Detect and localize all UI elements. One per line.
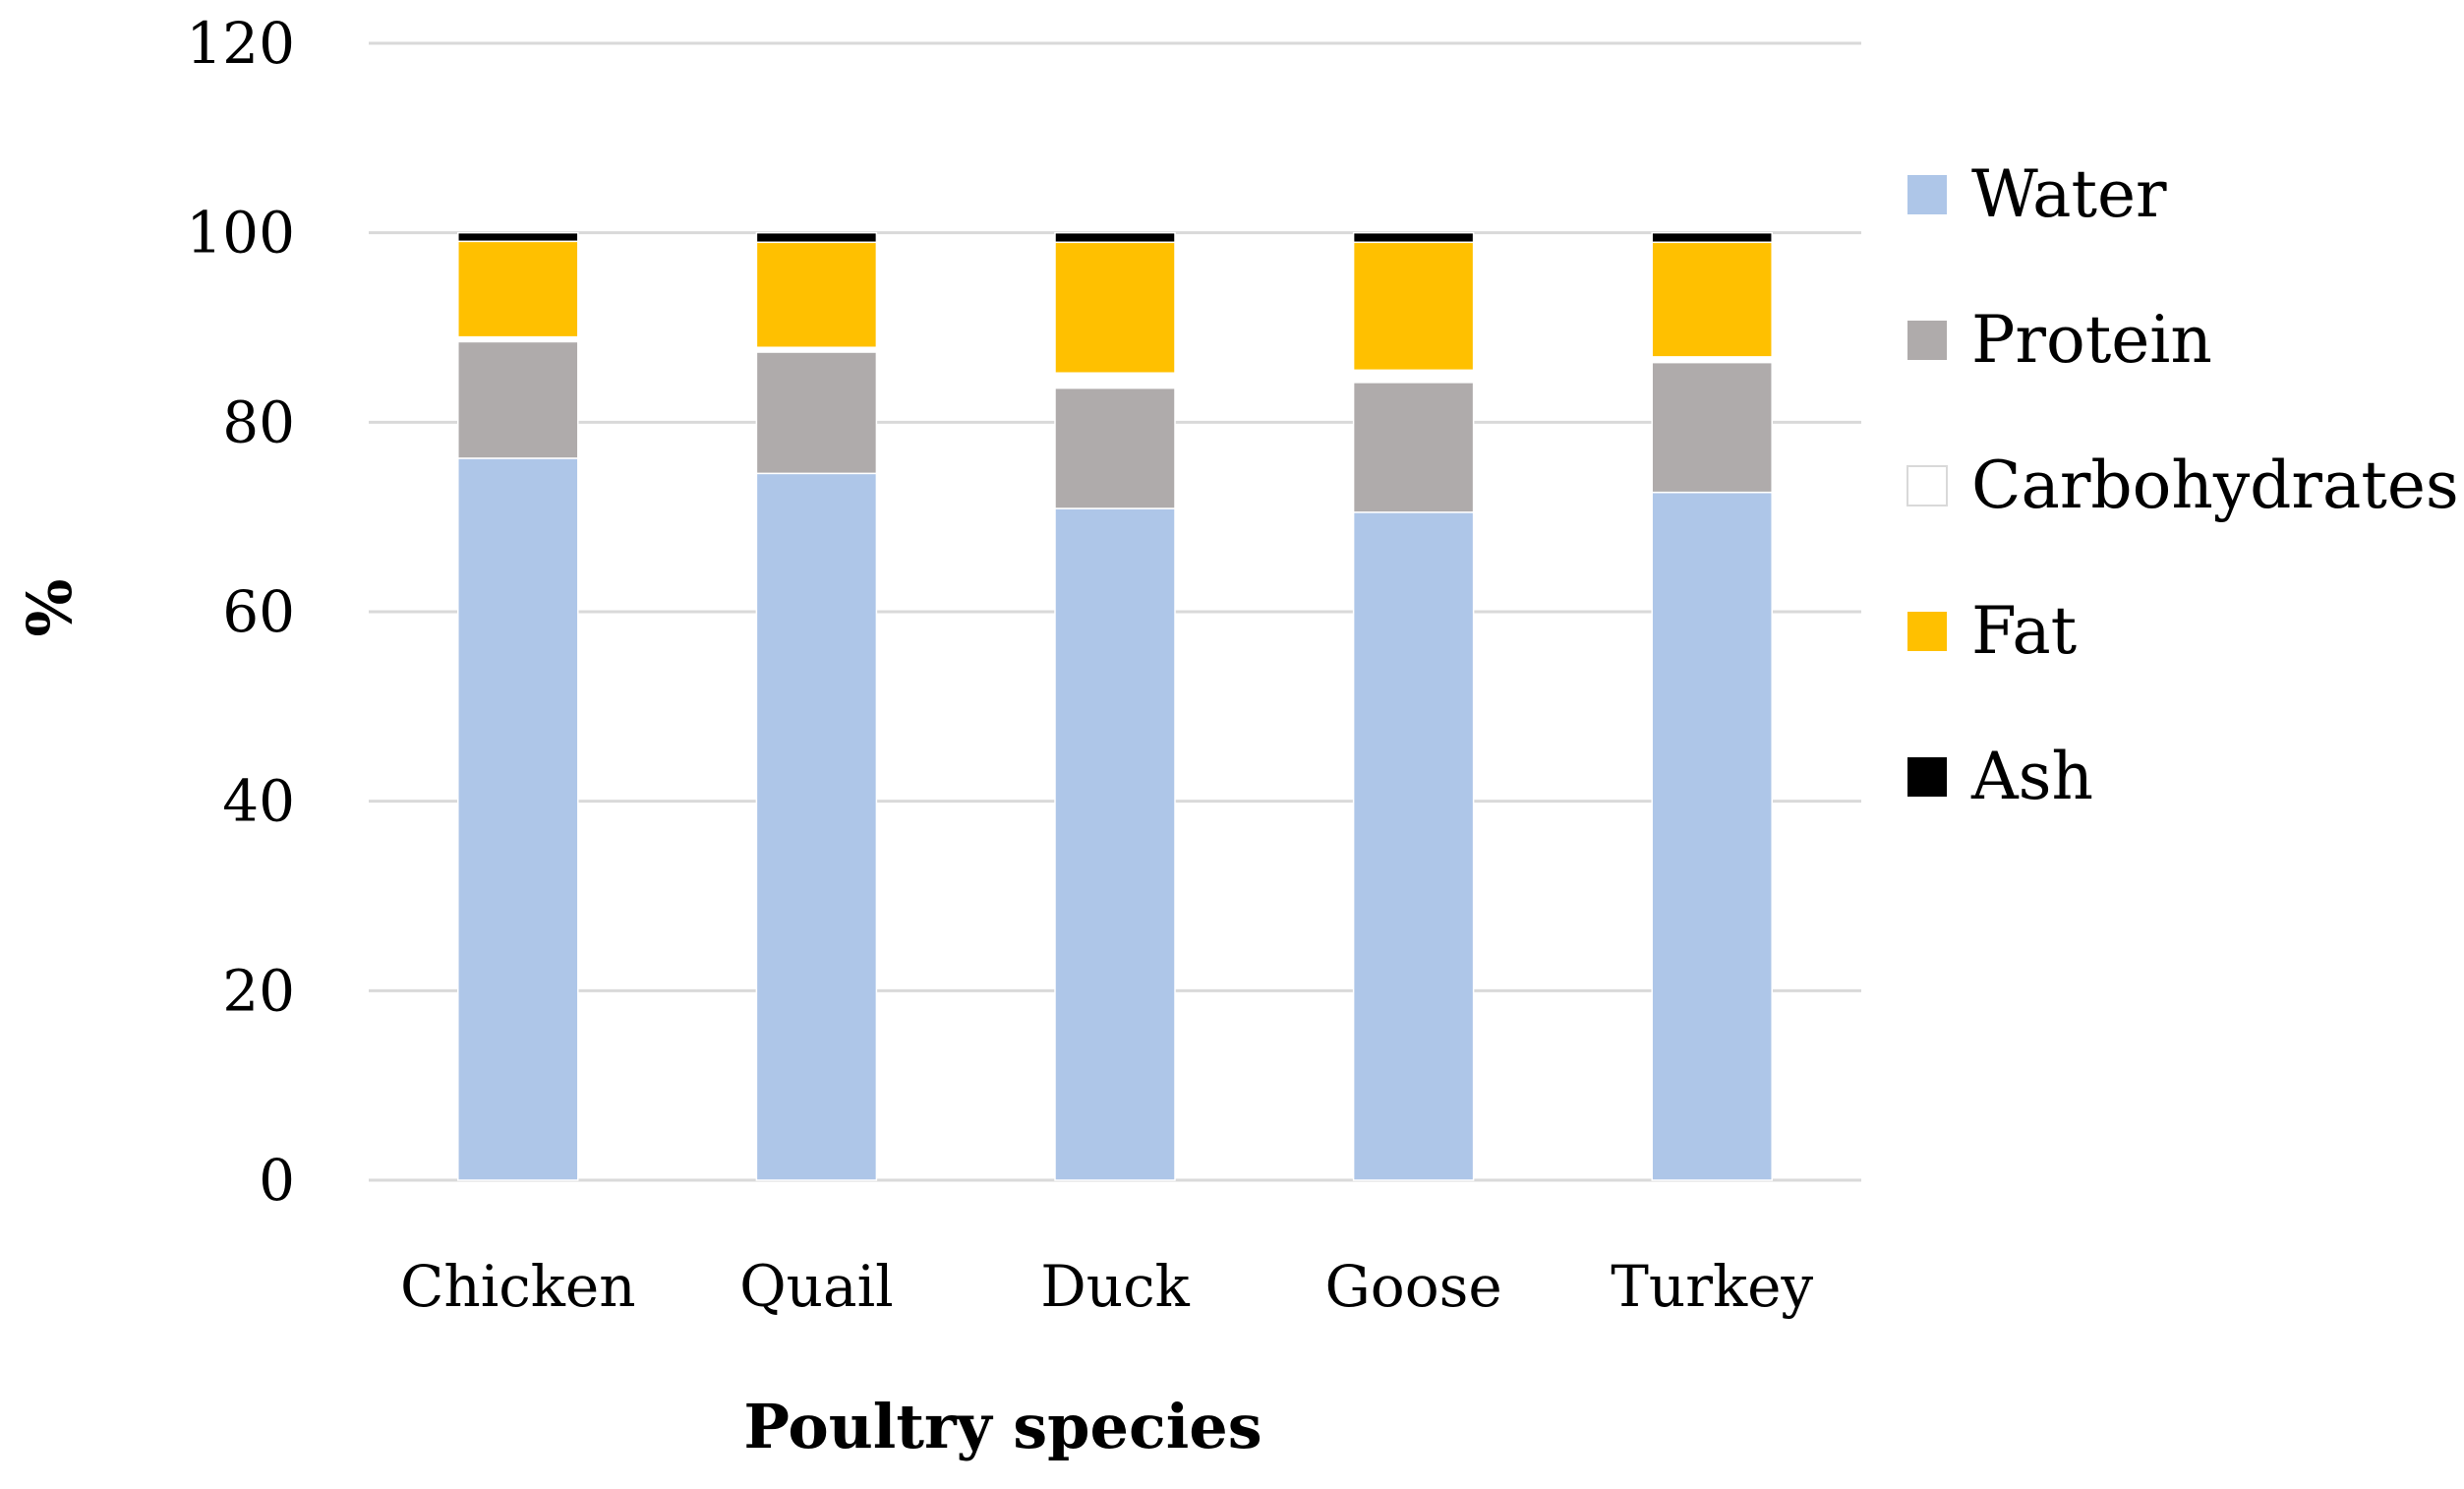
bar-chicken-water [457, 457, 579, 1181]
bar-chicken-carbohydrates [457, 336, 578, 342]
bar-goose-protein [1352, 382, 1475, 513]
x-tick-label-turkey: Turkey [1611, 1253, 1813, 1320]
y-tick-label: 0 [259, 1147, 295, 1214]
legend-swatch-protein [1907, 321, 1947, 360]
legend-label-water: Water [1971, 156, 2167, 232]
bar-goose-ash [1352, 231, 1475, 244]
bar-chicken-protein [457, 340, 579, 459]
bars [457, 231, 1773, 1181]
bar-turkey-fat [1651, 241, 1773, 358]
bar-duck-protein [1054, 387, 1176, 509]
y-tick-label: 20 [222, 957, 295, 1024]
legend-label-fat: Fat [1971, 593, 2077, 669]
bar-duck-carbohydrates [1055, 373, 1175, 388]
legend-swatch-ash [1907, 757, 1947, 797]
x-axis-title: Poultry species [743, 1391, 1261, 1462]
bar-duck-ash [1054, 231, 1176, 244]
legend-swatch-carbohydrates [1907, 465, 1948, 506]
legend: Water Protein Carbohydrates Fat Ash [1907, 156, 2459, 814]
bar-chicken-ash [457, 231, 579, 243]
bar-goose-water [1352, 511, 1475, 1181]
bar-turkey-ash [1651, 231, 1773, 244]
bar-quail-water [755, 472, 878, 1181]
y-tick-label: 40 [222, 768, 295, 835]
legend-label-ash: Ash [1970, 739, 2093, 814]
y-axis-ticks: 0 20 40 60 80 100 120 [186, 10, 295, 1214]
legend-swatch-water [1907, 175, 1947, 214]
bar-turkey-protein [1651, 361, 1773, 494]
bar-turkey-carbohydrates [1652, 356, 1773, 363]
legend-label-carbohydrates: Carbohydrates [1971, 447, 2459, 523]
y-tick-label: 120 [186, 10, 295, 77]
legend-swatch-fat [1907, 612, 1947, 651]
y-tick-label: 80 [222, 388, 295, 455]
bar-duck-water [1054, 507, 1176, 1181]
x-tick-label-goose: Goose [1324, 1253, 1501, 1320]
y-tick-label: 60 [222, 578, 295, 645]
y-tick-label: 100 [186, 200, 295, 267]
bar-quail-carbohydrates [756, 347, 877, 353]
bar-quail-ash [755, 231, 878, 244]
x-tick-label-chicken: Chicken [400, 1253, 636, 1320]
x-tick-label-quail: Quail [739, 1253, 894, 1320]
legend-label-protein: Protein [1971, 302, 2212, 378]
bar-goose-carbohydrates [1353, 370, 1474, 383]
x-tick-label-duck: Duck [1040, 1253, 1190, 1320]
bar-quail-protein [755, 351, 878, 475]
bar-duck-fat [1054, 241, 1176, 374]
y-axis-title: % [14, 579, 86, 637]
x-axis-ticks: Chicken Quail Duck Goose Turkey [400, 1253, 1813, 1320]
bar-chicken-fat [457, 240, 579, 338]
bar-turkey-water [1651, 491, 1773, 1181]
bar-quail-fat [755, 241, 878, 348]
bar-goose-fat [1352, 241, 1475, 372]
